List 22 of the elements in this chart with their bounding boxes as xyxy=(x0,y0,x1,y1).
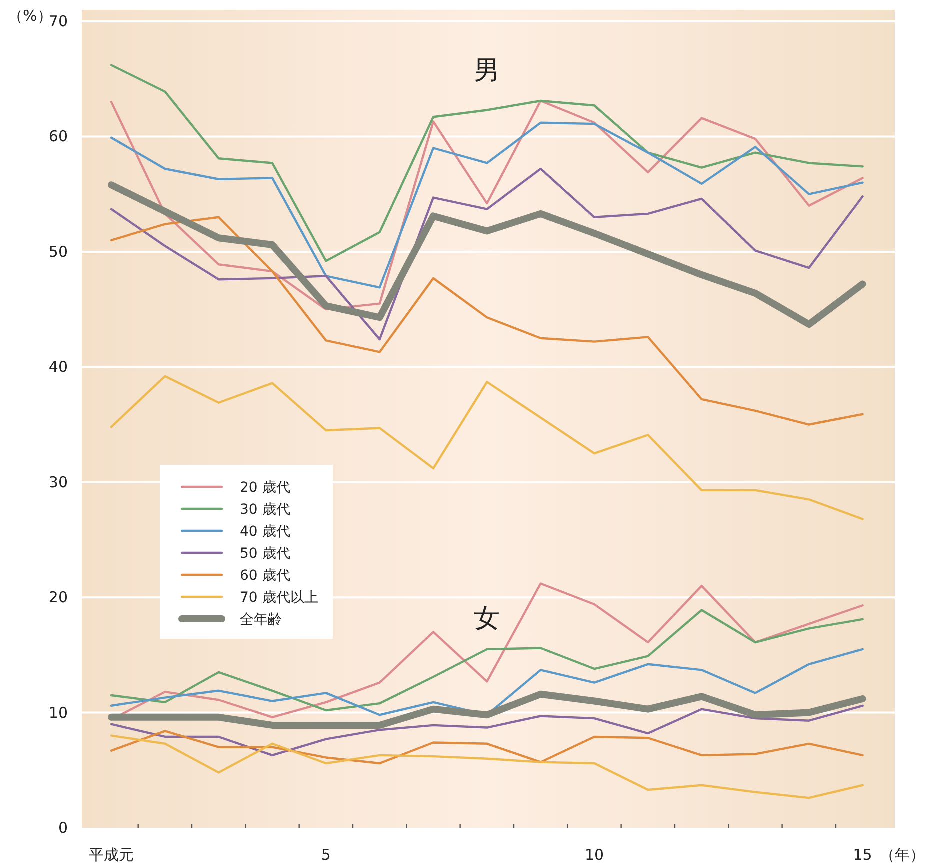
y-tick-label: 20 xyxy=(48,588,68,607)
legend-label: 50 歳代 xyxy=(240,546,290,562)
y-tick-label: 70 xyxy=(48,12,68,31)
y-tick-label: 30 xyxy=(48,473,68,492)
x-tick-label: 5 xyxy=(321,846,331,863)
y-tick-label: 0 xyxy=(58,819,68,837)
legend-label: 20 歳代 xyxy=(240,480,290,496)
y-tick-label: 40 xyxy=(48,358,68,376)
x-tick-label: 10 xyxy=(584,846,604,863)
y-tick-label: 10 xyxy=(48,704,68,722)
annotation: 女 xyxy=(474,604,500,634)
legend-label: 70 歳代以上 xyxy=(240,590,318,606)
legend-label: 40 歳代 xyxy=(240,524,290,540)
y-tick-label: 50 xyxy=(48,242,68,261)
legend-label: 30 歳代 xyxy=(240,502,290,518)
y-tick-label: 60 xyxy=(48,128,68,146)
x-tick-label: 平成元 xyxy=(89,846,134,863)
legend-label: 60 歳代 xyxy=(240,568,290,584)
legend-label: 全年齢 xyxy=(240,612,282,628)
x-axis-title: （年） xyxy=(880,846,925,863)
x-tick-label: 15 xyxy=(853,846,872,863)
annotation: 男 xyxy=(474,56,500,86)
